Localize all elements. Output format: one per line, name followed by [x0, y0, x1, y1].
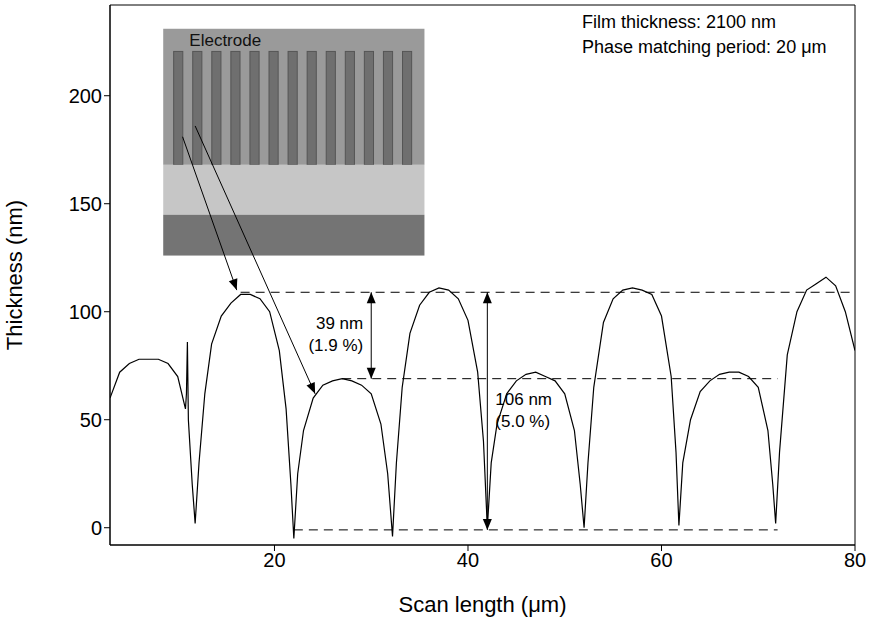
html-text:Film thickness: 2100 nm: Film thickness: 2100 nm — [582, 12, 777, 32]
svg-text:150: 150 — [69, 193, 102, 215]
svg-text:Scan length (μm): Scan length (μm) — [399, 592, 567, 617]
html-text:Phase matching period: 20 μm: Phase matching period: 20 μm — [582, 37, 827, 57]
svg-text:50: 50 — [80, 409, 102, 431]
svg-text:20: 20 — [263, 549, 285, 571]
svg-text:80: 80 — [844, 549, 866, 571]
svg-text:(1.9 %): (1.9 %) — [308, 336, 363, 355]
svg-text:200: 200 — [69, 85, 102, 107]
svg-text:106 nm: 106 nm — [495, 390, 552, 409]
svg-text:(5.0 %): (5.0 %) — [495, 412, 550, 431]
svg-text:0: 0 — [91, 517, 102, 539]
svg-text:39 nm: 39 nm — [316, 314, 363, 333]
svg-text:Electrode: Electrode — [189, 31, 261, 50]
svg-text:Thickness (nm): Thickness (nm) — [2, 200, 27, 350]
svg-text:40: 40 — [457, 549, 479, 571]
svg-text:60: 60 — [650, 549, 672, 571]
svg-text:100: 100 — [69, 301, 102, 323]
